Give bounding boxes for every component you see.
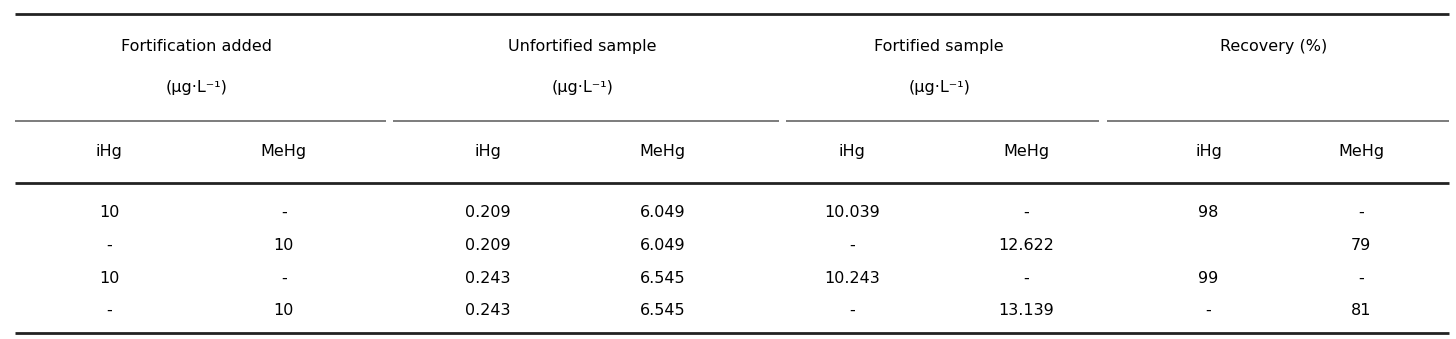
Text: 12.622: 12.622 (999, 238, 1054, 253)
Text: 6.049: 6.049 (639, 238, 686, 253)
Text: -: - (1024, 205, 1029, 220)
Text: (μg·L⁻¹): (μg·L⁻¹) (909, 80, 970, 96)
Text: Fortification added: Fortification added (121, 39, 272, 54)
Text: 0.209: 0.209 (464, 205, 511, 220)
Text: 0.243: 0.243 (464, 303, 511, 318)
Text: 10: 10 (99, 271, 119, 285)
Text: -: - (1206, 303, 1211, 318)
Text: 81: 81 (1351, 303, 1372, 318)
Text: iHg: iHg (839, 144, 865, 159)
Text: 13.139: 13.139 (999, 303, 1054, 318)
Text: -: - (849, 303, 855, 318)
Text: -: - (1358, 271, 1364, 285)
Text: Unfortified sample: Unfortified sample (508, 39, 657, 54)
Text: 79: 79 (1351, 238, 1372, 253)
Text: -: - (281, 205, 287, 220)
Text: -: - (281, 271, 287, 285)
Text: 10.243: 10.243 (824, 271, 879, 285)
Text: 10: 10 (274, 238, 294, 253)
Text: 10: 10 (99, 205, 119, 220)
Text: MeHg: MeHg (1338, 144, 1385, 159)
Text: -: - (106, 303, 112, 318)
Text: -: - (1024, 271, 1029, 285)
Text: -: - (849, 238, 855, 253)
Text: 0.209: 0.209 (464, 238, 511, 253)
Text: MeHg: MeHg (639, 144, 686, 159)
Text: -: - (106, 238, 112, 253)
Text: MeHg: MeHg (1003, 144, 1050, 159)
Text: MeHg: MeHg (261, 144, 307, 159)
Text: (μg·L⁻¹): (μg·L⁻¹) (552, 80, 613, 96)
Text: 0.243: 0.243 (464, 271, 511, 285)
Text: (μg·L⁻¹): (μg·L⁻¹) (166, 80, 227, 96)
Text: 6.049: 6.049 (639, 205, 686, 220)
Text: iHg: iHg (1195, 144, 1222, 159)
Text: 6.545: 6.545 (639, 271, 686, 285)
Text: 98: 98 (1198, 205, 1219, 220)
Text: Recovery (%): Recovery (%) (1220, 39, 1328, 54)
Text: 10.039: 10.039 (824, 205, 879, 220)
Text: iHg: iHg (475, 144, 501, 159)
Text: iHg: iHg (96, 144, 122, 159)
Text: 10: 10 (274, 303, 294, 318)
Text: 99: 99 (1198, 271, 1219, 285)
Text: 6.545: 6.545 (639, 303, 686, 318)
Text: Fortified sample: Fortified sample (874, 39, 1005, 54)
Text: -: - (1358, 205, 1364, 220)
